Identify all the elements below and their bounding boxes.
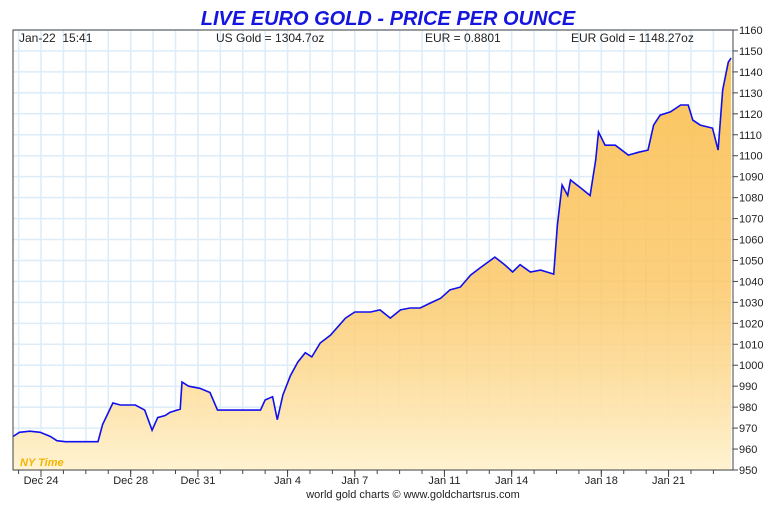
y-tick-label: 1130 [739,88,763,100]
y-tick-label: 1040 [739,276,763,288]
y-tick-label: 970 [739,423,757,435]
y-tick-label: 1010 [739,339,763,351]
y-tick-label: 960 [739,444,757,456]
x-tick-label: Dec 28 [113,475,148,487]
us-gold-price: US Gold = 1304.7oz [216,31,324,45]
x-tick-label: Jan 14 [495,475,528,487]
y-tick-label: 1020 [739,318,763,330]
y-tick-label: 980 [739,402,757,414]
y-tick-label: 1050 [739,255,763,267]
price-area-fill [13,58,732,470]
y-tick-label: 1110 [739,130,762,142]
x-tick-label: Dec 24 [24,475,59,487]
eur-rate: EUR = 0.8801 [425,31,501,45]
timezone-label: NY Time [20,457,64,469]
x-tick-label: Jan 4 [274,475,301,487]
chart-title: LIVE EURO GOLD - PRICE PER OUNCE [201,8,576,30]
header-info: Jan-22 15:41 US Gold = 1304.7oz EUR = 0.… [19,31,694,45]
y-tick-label: 1140 [739,67,763,79]
x-tick-label: Jan 11 [428,475,460,487]
eur-gold-price: EUR Gold = 1148.27oz [571,31,694,45]
y-tick-label: 1100 [739,151,763,163]
y-tick-label: 1090 [739,172,763,184]
y-tick-label: 1060 [739,235,763,247]
price-line [12,57,732,443]
y-tick-label: 1150 [739,46,763,58]
y-tick-label: 950 [739,465,757,477]
x-tick-label: Dec 31 [180,475,215,487]
x-tick-label: Jan 21 [652,475,685,487]
y-tick-label: 1160 [739,25,763,37]
y-tick-label: 1080 [739,193,763,205]
y-tick-label: 990 [739,381,757,393]
y-tick-label: 1120 [739,109,763,121]
x-tick-label: Jan 18 [585,475,618,487]
y-tick-label: 1000 [739,360,763,372]
plot-frame [12,29,734,471]
x-tick-label: Jan 7 [341,475,368,487]
timestamp: Jan-22 15:41 [19,31,93,45]
x-axis: Dec 24 Dec 28 Dec 31 Jan 4 Jan 7 Jan 11 Jan 14… [18,470,714,487]
y-axis: 950 960 970 980 990 1000 1010 1020 1030 1040 1050 1… [733,25,763,477]
footer-credit: world gold charts © www.goldchartsrus.co… [305,489,520,501]
y-tick-label: 1030 [739,297,763,309]
y-tick-label: 1070 [739,214,763,226]
